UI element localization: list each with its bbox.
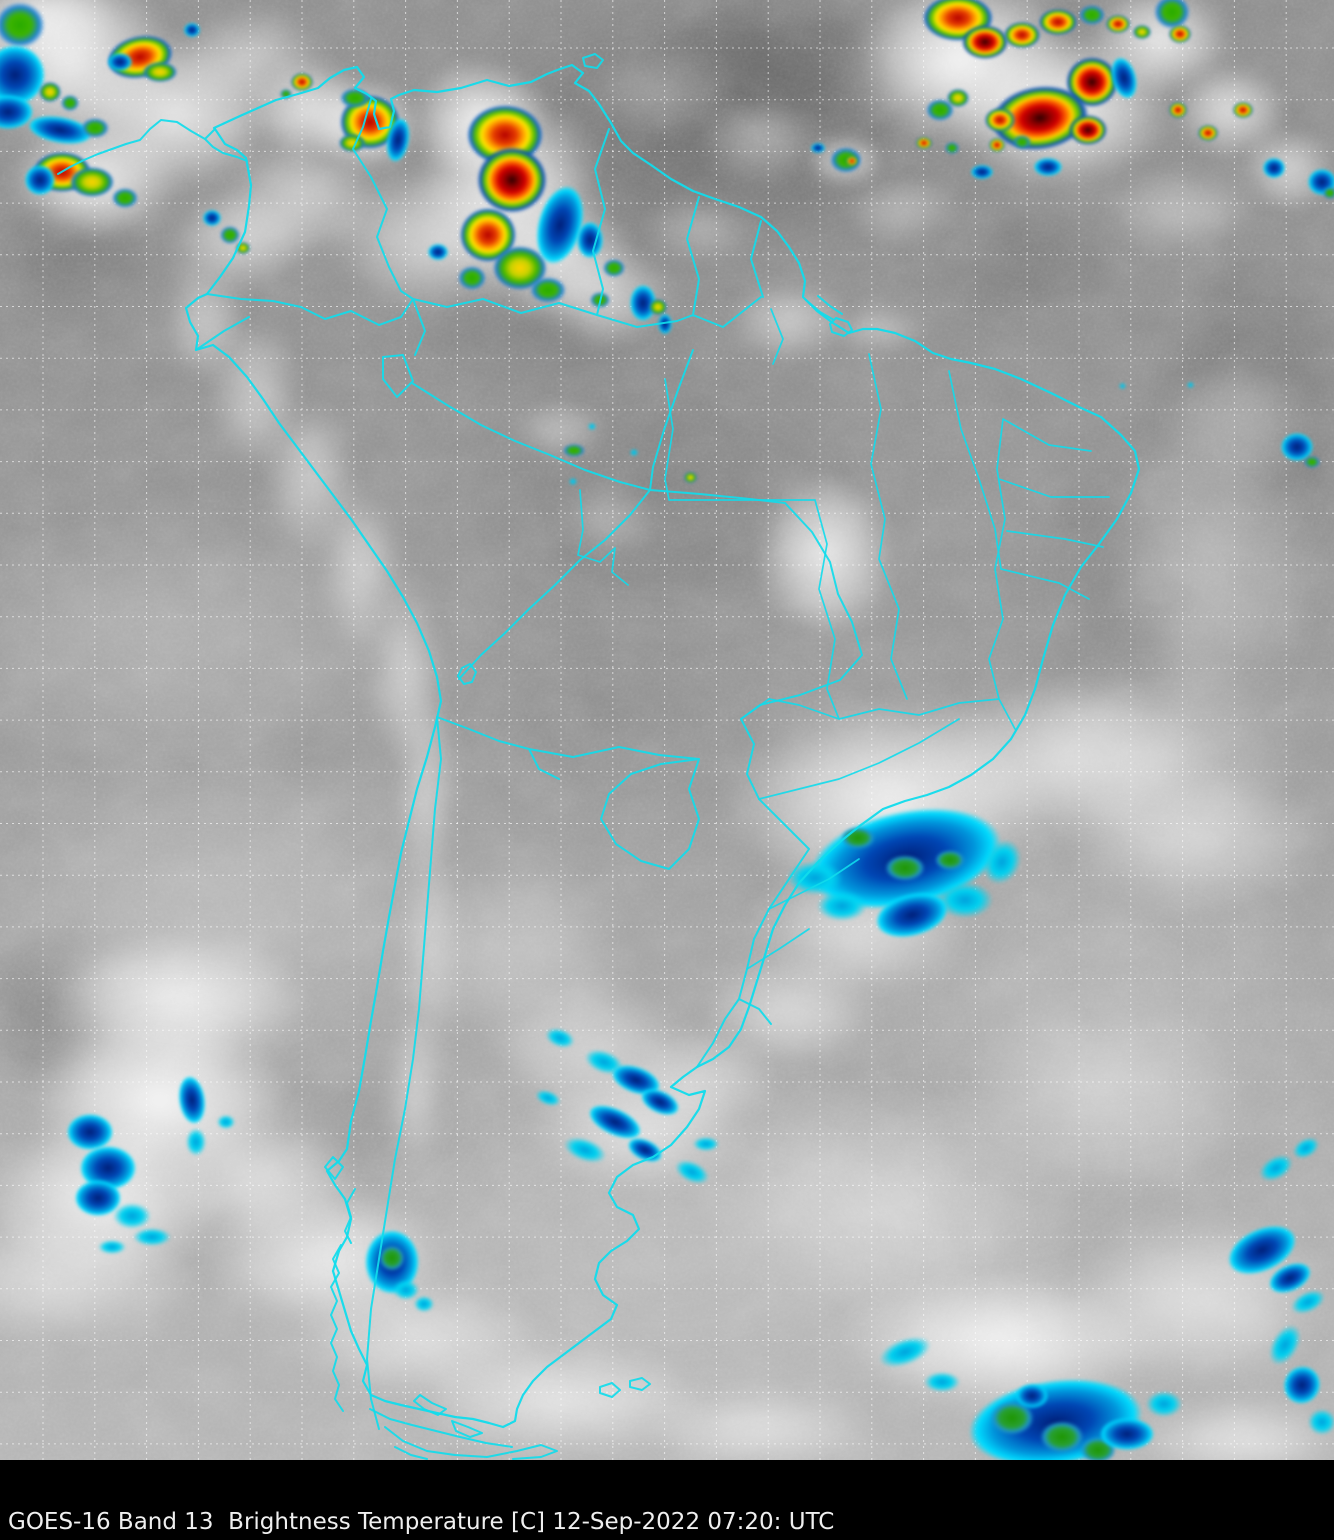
storm-cell-m [962, 25, 1008, 59]
storm-cell-g [530, 277, 566, 303]
storm-cell-g [81, 118, 109, 138]
storm-cell-y [683, 471, 697, 483]
storm-cell-g [340, 88, 370, 108]
storm-cell-t [693, 1137, 719, 1151]
storm-cell-g [945, 142, 959, 154]
storm-cell-s [841, 827, 875, 849]
storm-cell-g [220, 226, 240, 244]
storm-cell-g [1154, 0, 1190, 29]
storm-cell-r [916, 137, 932, 149]
storm-cell-g [0, 2, 45, 48]
storm-cell-r [846, 156, 858, 166]
state-borders-brazil [577, 308, 1110, 970]
storm-cell-b [184, 23, 200, 37]
convection-cells-layer [0, 0, 1334, 1460]
storm-cell-s [885, 855, 925, 881]
storm-cell-t [414, 1296, 434, 1312]
storm-cell-t [1308, 1409, 1334, 1435]
storm-cell-r [1106, 15, 1130, 33]
storm-cell-r [1004, 22, 1040, 48]
storm-cell-g [61, 95, 79, 111]
storm-cell-g [603, 259, 625, 277]
storm-cell-t [1146, 1391, 1182, 1417]
storm-cell-m [1069, 115, 1107, 145]
storm-cell-b [971, 165, 993, 179]
storm-cell-b [1263, 158, 1285, 178]
storm-cell-g [112, 188, 138, 208]
coastline-south-america [184, 63, 1141, 1429]
storm-cell-t [630, 448, 638, 456]
map-borders [57, 53, 1141, 1460]
storm-cell-m [477, 147, 547, 213]
storm-cell-b [203, 210, 221, 226]
storm-cell-b [1016, 1384, 1048, 1408]
storm-cell-t [588, 422, 596, 430]
caption-text: GOES-16 Band 13 Brightness Temperature [… [8, 1509, 835, 1535]
storm-cell-r [1198, 125, 1218, 141]
storm-cell-b [67, 1114, 113, 1150]
storm-cell-r [1169, 25, 1191, 43]
storm-cell-t [186, 1128, 206, 1156]
storm-cell-t [569, 477, 577, 485]
storm-cell-y [39, 82, 61, 102]
country-borders [195, 98, 863, 1430]
storm-cell-t [1186, 382, 1194, 388]
storm-cell-y [1133, 25, 1151, 39]
coastline-central-america [57, 119, 248, 175]
storm-cell-b [658, 314, 672, 334]
storm-cell-t [1118, 383, 1126, 389]
storm-cell-g [1323, 187, 1334, 199]
storm-cell-y [143, 62, 177, 82]
storm-cell-r [291, 73, 313, 91]
islands-lakes-fjords [324, 53, 853, 1460]
noise-overlay [0, 0, 1334, 1460]
storm-cell-y [947, 89, 969, 107]
storm-cell-r [1039, 9, 1077, 35]
storm-cell-b [1034, 158, 1062, 176]
storm-cell-g [1013, 135, 1031, 149]
storm-cell-t [217, 1115, 235, 1129]
storm-cell-b [108, 53, 132, 71]
storm-cell-y [649, 299, 667, 315]
storm-cell-g [458, 266, 486, 290]
storm-cell-t [817, 891, 867, 921]
storm-cell-s [379, 1245, 405, 1271]
storm-cell-r [989, 138, 1005, 152]
storm-cell-g [280, 89, 292, 99]
storm-cell-b [25, 165, 55, 195]
caption-bar: GOES-16 Band 13 Brightness Temperature [… [0, 1460, 1334, 1540]
storm-cell-r [1169, 102, 1187, 118]
storm-cell-r [985, 108, 1015, 132]
storm-cell-g [563, 443, 585, 457]
storm-cell-b [75, 1180, 121, 1216]
storm-cell-s [1040, 1421, 1084, 1453]
storm-cell-g [1079, 5, 1105, 25]
storm-cell-r [1233, 102, 1253, 118]
storm-cell-b [811, 143, 825, 153]
storm-cell-t [924, 1372, 960, 1392]
storm-cell-b [1100, 1418, 1154, 1450]
storm-cell-g [926, 99, 954, 121]
storm-cell-s [935, 850, 965, 870]
storm-cell-t [98, 1240, 126, 1254]
storm-cell-g [1304, 456, 1320, 468]
storm-cell-b [428, 244, 448, 260]
storm-cell-t [393, 1280, 419, 1300]
storm-cell-t [113, 1203, 151, 1229]
satellite-image [0, 0, 1334, 1460]
storm-cell-t [133, 1228, 171, 1246]
storm-cell-y [70, 167, 114, 197]
